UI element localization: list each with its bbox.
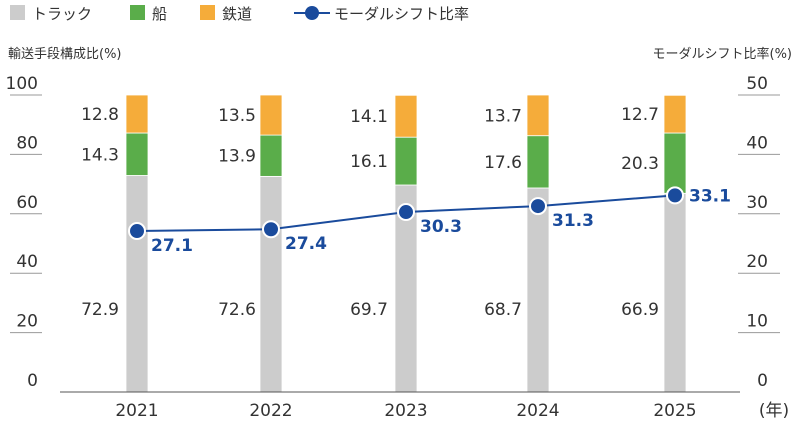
y-tick-label: 40 bbox=[16, 252, 38, 272]
line-point bbox=[529, 197, 547, 216]
line-point bbox=[262, 220, 280, 239]
y2-tick-label: 30 bbox=[746, 193, 768, 213]
legend-swatch bbox=[200, 5, 215, 20]
bar-data-label: 12.7 bbox=[621, 105, 659, 125]
bar-segment bbox=[125, 132, 149, 176]
bar-data-label: 72.9 bbox=[81, 300, 119, 320]
line-data-label: 27.4 bbox=[285, 234, 327, 254]
bar-segment bbox=[663, 94, 687, 134]
x-tick-label: 2025 bbox=[653, 401, 696, 421]
y-tick-label: 0 bbox=[27, 371, 38, 391]
y-tick-label: 20 bbox=[16, 312, 38, 332]
y-axis-title: 輸送手段構成比(%) bbox=[8, 47, 122, 62]
bar-data-label: 14.3 bbox=[81, 145, 119, 165]
bar-data-label: 20.3 bbox=[621, 154, 659, 174]
legend: トラック 船 鉄道 モーダルシフト比率 bbox=[10, 5, 469, 23]
bar-segment bbox=[394, 136, 418, 186]
bar-data-label: 66.9 bbox=[621, 300, 659, 320]
bar-segment bbox=[526, 187, 550, 393]
line-data-label: 31.3 bbox=[552, 211, 594, 231]
legend-swatch bbox=[130, 5, 145, 20]
bar-segment bbox=[526, 94, 550, 137]
y2-axis-title: モーダルシフト比率(%) bbox=[653, 46, 793, 62]
bar-segment bbox=[125, 175, 149, 393]
x-tick-label: 2021 bbox=[115, 401, 158, 421]
left-axis: 0 20 40 60 80 100 bbox=[6, 74, 42, 391]
bar-segment bbox=[394, 94, 418, 138]
y-tick-label: 100 bbox=[6, 74, 38, 94]
y2-tick-label: 20 bbox=[746, 252, 768, 272]
bar-data-label: 12.8 bbox=[81, 105, 119, 125]
line-data-label: 27.1 bbox=[151, 236, 193, 256]
line-data-label: 30.3 bbox=[420, 217, 462, 237]
y-tick-label: 60 bbox=[16, 193, 38, 213]
bar-data-label: 69.7 bbox=[350, 300, 388, 320]
bar-data-label: 13.5 bbox=[218, 106, 256, 126]
legend-label: トラック bbox=[32, 5, 92, 23]
bar-data-label: 13.9 bbox=[218, 147, 256, 167]
bar-data-label: 72.6 bbox=[218, 300, 256, 320]
y2-tick-label: 50 bbox=[746, 74, 768, 94]
x-tick-label: 2023 bbox=[384, 401, 427, 421]
bar-data-label: 68.7 bbox=[484, 300, 522, 320]
line-point bbox=[666, 186, 684, 205]
bar-segment bbox=[663, 192, 687, 393]
bar-data-label: 16.1 bbox=[350, 152, 388, 172]
legend-marker bbox=[305, 6, 319, 20]
y-tick-label: 80 bbox=[16, 133, 38, 153]
bars: 72.9 14.3 12.8 72.6 13.9 13.5 69.7 16.1 14.1 68.7… bbox=[81, 94, 687, 393]
x-axis-unit: (年) bbox=[759, 401, 789, 421]
x-axis: 2021 2022 2023 2024 2025 bbox=[60, 391, 740, 421]
x-tick-label: 2022 bbox=[249, 401, 292, 421]
right-axis: 0 10 20 30 40 50 bbox=[738, 74, 780, 391]
bar-segment bbox=[259, 134, 283, 177]
line-data-label: 33.1 bbox=[689, 186, 731, 206]
y2-tick-label: 10 bbox=[746, 312, 768, 332]
line-point bbox=[128, 222, 146, 241]
bar-segment bbox=[259, 94, 283, 136]
bar-data-label: 14.1 bbox=[350, 107, 388, 127]
legend-swatch bbox=[10, 5, 25, 20]
bar-data-label: 13.7 bbox=[484, 106, 522, 126]
bar-segment bbox=[526, 135, 550, 189]
legend-label: モーダルシフト比率 bbox=[334, 5, 469, 23]
bar-segment bbox=[125, 94, 149, 134]
legend-label: 鉄道 bbox=[222, 5, 252, 23]
bar-segment bbox=[259, 175, 283, 393]
legend-label: 船 bbox=[152, 5, 167, 23]
y2-tick-label: 0 bbox=[757, 371, 768, 391]
x-tick-label: 2024 bbox=[516, 401, 559, 421]
y2-tick-label: 40 bbox=[746, 133, 768, 153]
modal-shift-line: 27.1 27.4 30.3 31.3 33.1 bbox=[128, 186, 731, 256]
line-point bbox=[397, 203, 415, 222]
bar-segment bbox=[663, 132, 687, 194]
bar-data-label: 17.6 bbox=[484, 153, 522, 173]
